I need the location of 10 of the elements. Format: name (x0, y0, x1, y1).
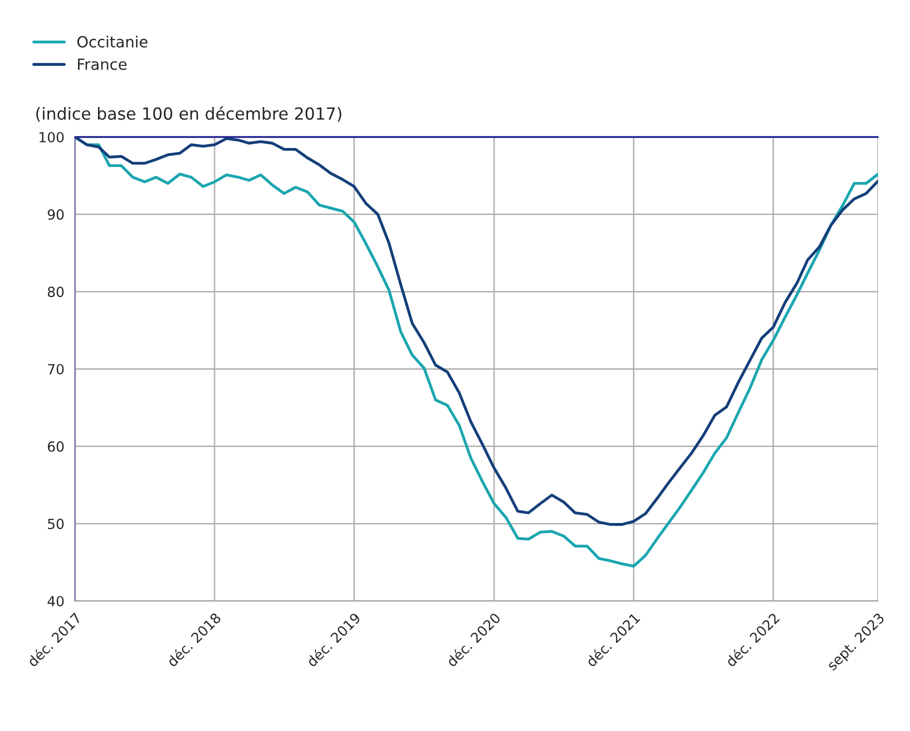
y-tick-label: 100 (40, 132, 64, 142)
legend-label: Occitanie (77, 36, 148, 48)
y-tick-label: 90 (48, 209, 64, 220)
y-tick-label: 70 (48, 364, 64, 374)
legend-label: France (78, 58, 127, 70)
y-tick-label: 40 (48, 596, 64, 606)
y-axis-title: (indice base 100 en décembre 2017) (36, 106, 342, 122)
y-tick-label: 80 (48, 286, 64, 298)
y-tick-label: 50 (48, 518, 64, 530)
y-tick-label: 60 (48, 441, 64, 452)
